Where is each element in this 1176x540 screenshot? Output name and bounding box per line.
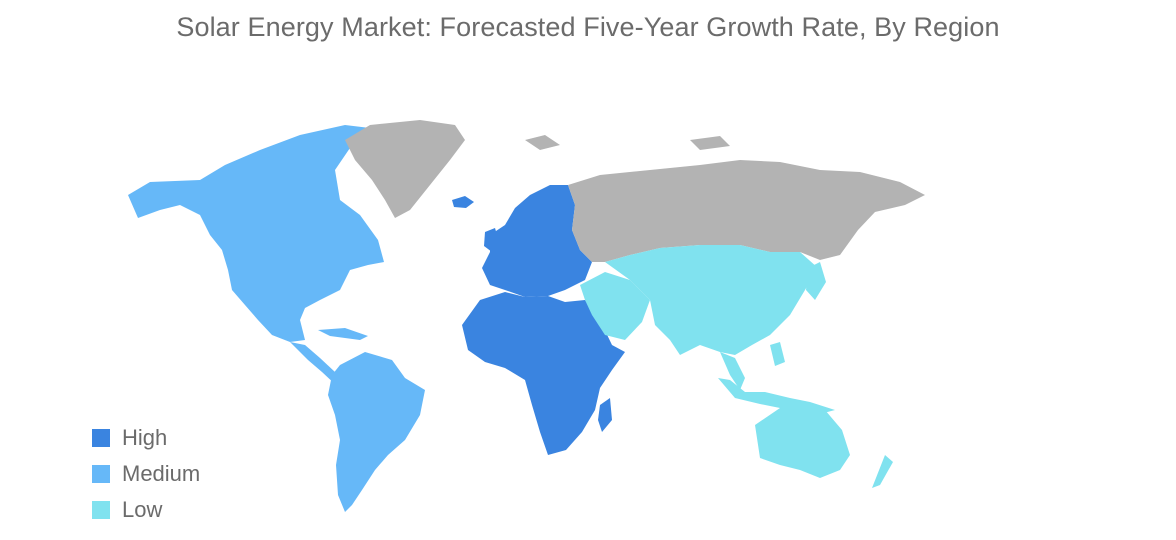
- region-uk: [484, 228, 500, 252]
- region-arctic-islands: [525, 135, 730, 150]
- region-asia: [605, 245, 818, 355]
- legend-swatch-medium: [92, 465, 110, 483]
- region-europe: [482, 185, 592, 297]
- region-south-america: [328, 352, 425, 512]
- region-russia: [568, 160, 925, 262]
- region-australia: [755, 402, 850, 478]
- legend-swatch-low: [92, 501, 110, 519]
- region-new-zealand: [872, 455, 893, 488]
- region-philippines: [770, 342, 785, 366]
- region-iceland: [452, 196, 474, 208]
- legend-item-high: High: [92, 420, 200, 456]
- region-north-america: [128, 125, 384, 342]
- region-central-america: [290, 342, 345, 386]
- map-title: Solar Energy Market: Forecasted Five-Yea…: [176, 12, 1000, 42]
- region-japan: [806, 262, 826, 300]
- region-middle-east: [580, 272, 650, 340]
- region-madagascar: [598, 398, 612, 432]
- region-greenland: [345, 120, 465, 218]
- legend-label-low: Low: [122, 497, 163, 522]
- region-africa: [462, 292, 625, 455]
- legend-label-high: High: [122, 425, 168, 450]
- legend: High Medium Low: [92, 420, 200, 528]
- legend-swatch-high: [92, 429, 110, 447]
- legend-item-low: Low: [92, 492, 200, 528]
- legend-label-medium: Medium: [122, 461, 201, 486]
- region-southeast-asia: [720, 352, 745, 390]
- region-caribbean: [318, 328, 368, 340]
- legend-item-medium: Medium: [92, 456, 200, 492]
